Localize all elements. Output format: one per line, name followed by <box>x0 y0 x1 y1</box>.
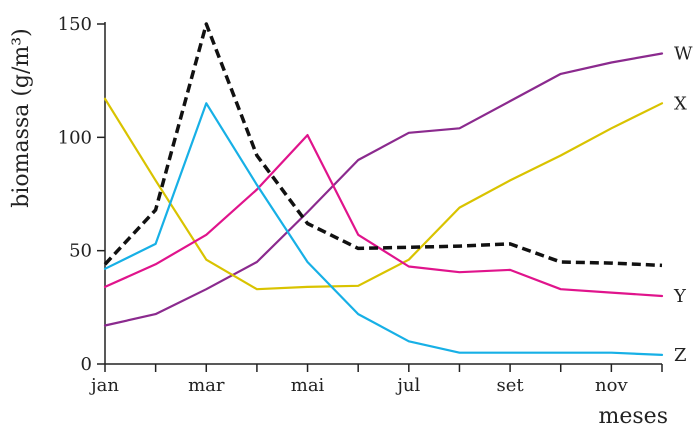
series-line-w <box>103 52 664 327</box>
series-line-y <box>103 134 664 298</box>
axes: 0 50 100 150 jan mar mai jul set nov <box>58 14 663 396</box>
y-tick-label: 150 <box>58 14 92 35</box>
series-line-x <box>103 97 664 291</box>
x-tick-label: jul <box>395 375 420 396</box>
series-line-dashed <box>103 22 663 268</box>
x-axis-title: meses <box>599 404 668 426</box>
y-tick-label: 0 <box>81 354 92 375</box>
x-tick-label: set <box>497 375 525 396</box>
y-tick-label: 100 <box>58 127 92 148</box>
series-label-w: W <box>674 43 693 64</box>
y-tick-label: 50 <box>69 241 92 262</box>
x-tick-label: jan <box>89 375 119 396</box>
series-labels: W X Y Z <box>673 43 693 365</box>
series-label-x: X <box>674 93 687 114</box>
x-tick-label: nov <box>595 375 628 396</box>
series-lines <box>103 22 664 356</box>
series-label-z: Z <box>674 345 687 366</box>
x-tick-label: mai <box>291 375 325 396</box>
y-axis-title: biomassa (g/m³) <box>9 28 34 207</box>
series-line-z <box>103 102 664 356</box>
x-tick-label: mar <box>188 375 225 396</box>
series-label-y: Y <box>673 286 687 307</box>
